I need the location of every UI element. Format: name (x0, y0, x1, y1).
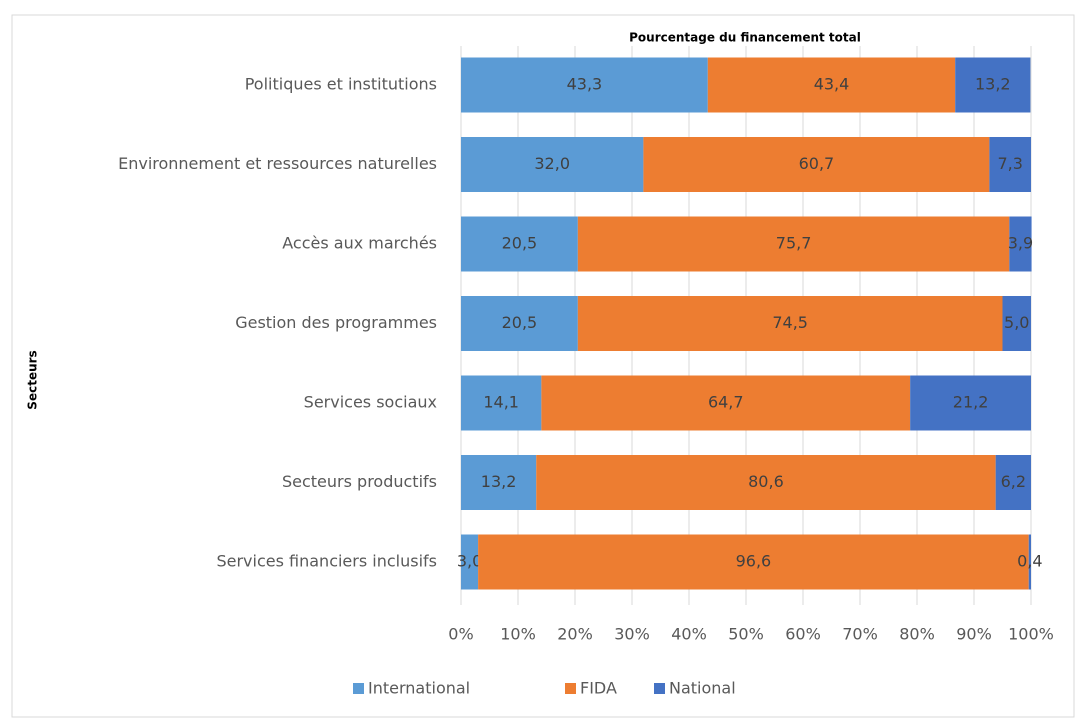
bar-segment (461, 57, 708, 113)
bar-segment (707, 57, 956, 113)
data-label: 64,7 (708, 393, 744, 412)
bar-segment (989, 137, 1031, 192)
legend-label: National (669, 679, 736, 698)
bar-segment (995, 455, 1031, 510)
y-axis-label: Secteurs (26, 350, 40, 409)
data-label: 32,0 (534, 154, 570, 173)
data-label: 0,4 (1017, 552, 1042, 571)
x-tick-label: 10% (500, 625, 536, 644)
bar-segment (643, 137, 990, 192)
x-tick-label: 60% (785, 625, 821, 644)
bar-segment (1028, 534, 1031, 590)
x-tick-label: 30% (614, 625, 650, 644)
bar-segment (577, 216, 1010, 272)
y-tick-label: Services sociaux (304, 393, 437, 412)
y-tick-label: Gestion des programmes (235, 313, 437, 332)
data-label: 43,4 (814, 75, 850, 94)
chart-frame (11, 14, 1075, 718)
data-label: 21,2 (953, 393, 989, 412)
bar-segment (541, 375, 911, 431)
bar-segment (461, 216, 578, 272)
data-label: 6,2 (1001, 472, 1026, 491)
bar-segment (536, 455, 996, 510)
data-label: 13,2 (975, 75, 1011, 94)
x-tick-label: 40% (671, 625, 707, 644)
y-tick-label: Accès aux marchés (282, 234, 437, 253)
legend-swatch (565, 683, 576, 694)
data-label: 75,7 (776, 234, 812, 253)
bar-segment (1009, 216, 1032, 272)
data-label: 14,1 (483, 393, 519, 412)
data-label: 96,6 (736, 552, 772, 571)
bar-segment (461, 455, 537, 510)
bar-segment (577, 296, 1003, 351)
bar-segment (461, 296, 578, 351)
bar-segment (478, 534, 1029, 590)
x-tick-label: 80% (899, 625, 935, 644)
data-label: 43,3 (567, 75, 603, 94)
x-tick-label: 50% (728, 625, 764, 644)
axis-title: Pourcentage du financement total (629, 31, 861, 45)
data-label: 3,0 (457, 552, 482, 571)
legend-swatch (353, 683, 364, 694)
bar-segment (910, 375, 1031, 431)
data-label: 13,2 (481, 472, 517, 491)
data-label: 20,5 (502, 234, 538, 253)
x-tick-label: 0% (448, 625, 473, 644)
legend-label: FIDA (580, 679, 617, 698)
data-label: 5,0 (1004, 313, 1029, 332)
bar-segment (461, 137, 644, 192)
x-tick-label: 100% (1008, 625, 1054, 644)
data-label: 74,5 (772, 313, 808, 332)
y-tick-label: Environnement et ressources naturelles (118, 154, 437, 173)
bar-segment (461, 375, 542, 431)
x-tick-label: 70% (842, 625, 878, 644)
y-tick-label: Politiques et institutions (245, 75, 437, 94)
x-tick-label: 20% (557, 625, 593, 644)
data-label: 3,9 (1008, 234, 1033, 253)
bar-segment (955, 57, 1031, 113)
y-tick-label: Secteurs productifs (282, 472, 437, 491)
x-tick-label: 90% (956, 625, 992, 644)
y-tick-label: Services financiers inclusifs (216, 552, 437, 571)
data-label: 80,6 (748, 472, 784, 491)
bar-segment (461, 534, 479, 590)
bar-segment (1002, 296, 1031, 351)
data-label: 60,7 (799, 154, 835, 173)
data-label: 7,3 (997, 154, 1022, 173)
legend-label: International (368, 679, 470, 698)
legend-swatch (654, 683, 665, 694)
data-label: 20,5 (502, 313, 538, 332)
